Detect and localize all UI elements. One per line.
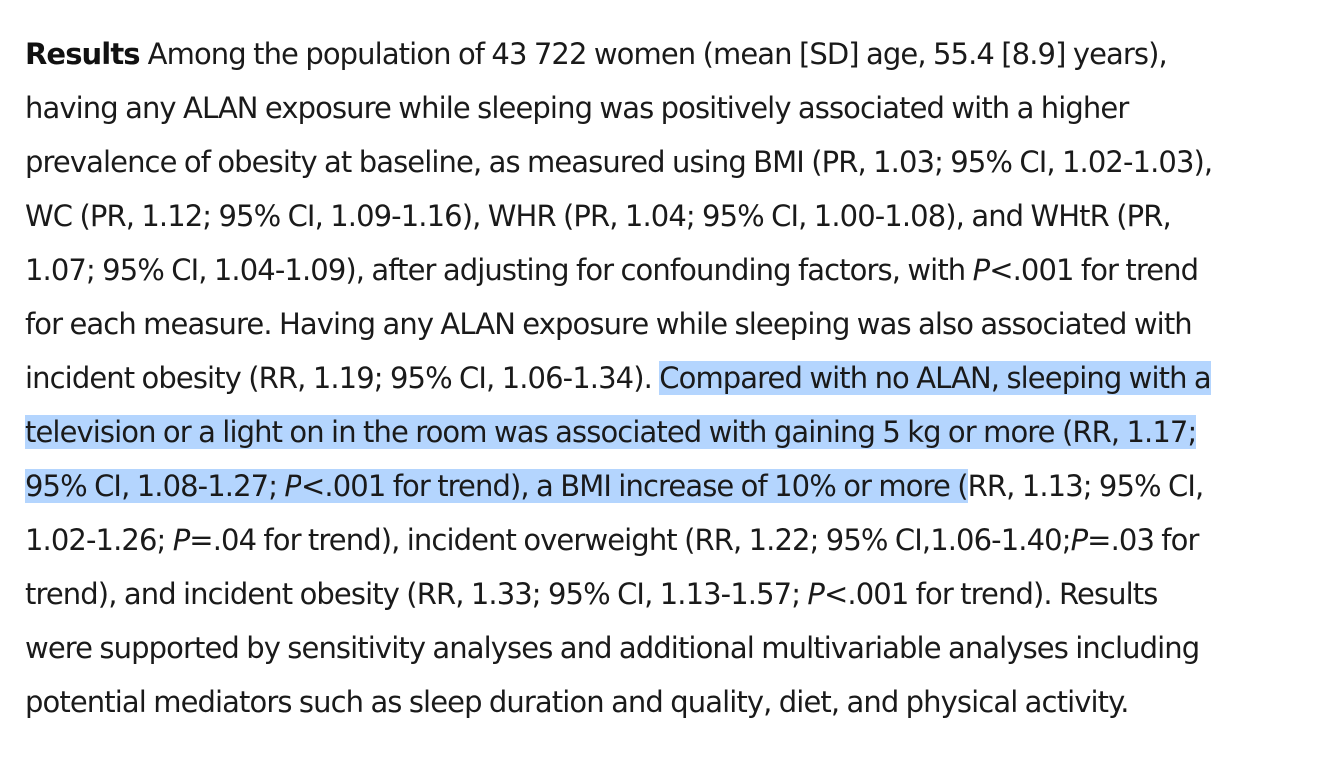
section-label: Results <box>25 37 141 71</box>
italic-p-symbol: P <box>807 577 824 611</box>
selected-text-segment: P <box>284 469 302 503</box>
selected-text-segment: television or a light on in the room was… <box>25 415 1197 449</box>
italic-p-symbol: P <box>972 253 990 287</box>
text-line: prevalence of obesity at baseline, as me… <box>25 135 1213 189</box>
text-line: 1.07; 95% CI, 1.04-1.09), after adjustin… <box>25 243 1199 297</box>
text-line: Results Among the population of 43 722 wo… <box>25 27 1168 81</box>
selected-text-segment: 95% CI, 1.08-1.27; <box>25 469 285 503</box>
text-segment: =.03 for <box>1087 523 1199 557</box>
text-line: potential mediators such as sleep durati… <box>25 675 1129 729</box>
text-segment: WC (PR, 1.12; 95% CI, 1.09-1.16), WHR (P… <box>25 199 1172 233</box>
text-line: incident obesity (RR, 1.19; 95% CI, 1.06… <box>25 351 1212 405</box>
text-segment: 1.02-1.26; <box>25 523 173 557</box>
text-segment: <.001 for trend). Results <box>824 577 1158 611</box>
text-line: were supported by sensitivity analyses a… <box>25 621 1200 675</box>
text-segment: <.001 for trend <box>989 253 1199 287</box>
italic-p-symbol: P <box>172 523 190 557</box>
text-line: television or a light on in the room was… <box>25 405 1197 459</box>
text-segment: potential mediators such as sleep durati… <box>25 685 1129 719</box>
text-segment: =.04 for trend), incident overweight (RR… <box>189 523 1071 557</box>
text-line: WC (PR, 1.12; 95% CI, 1.09-1.16), WHR (P… <box>25 189 1172 243</box>
text-segment: prevalence of obesity at baseline, as me… <box>25 145 1213 179</box>
text-segment: 1.07; 95% CI, 1.04-1.09), after adjustin… <box>25 253 973 287</box>
text-segment: having any ALAN exposure while sleeping … <box>25 91 1129 125</box>
text-segment: trend), and incident obesity (RR, 1.33; … <box>25 577 808 611</box>
selected-text-segment: <.001 for trend), a BMI increase of 10% … <box>301 469 969 503</box>
text-segment: Among the population of 43 722 women (me… <box>147 37 1168 71</box>
text-segment: were supported by sensitivity analyses a… <box>25 631 1200 665</box>
text-segment: RR, 1.13; 95% CI, <box>967 469 1205 503</box>
italic-p-symbol: P <box>1070 523 1088 557</box>
text-line: trend), and incident obesity (RR, 1.33; … <box>25 567 1158 621</box>
text-line: for each measure. Having any ALAN exposu… <box>25 297 1193 351</box>
text-line: 1.02-1.26; P=.04 for trend), incident ov… <box>25 513 1199 567</box>
text-segment: incident obesity (RR, 1.19; 95% CI, 1.06… <box>25 361 660 395</box>
text-line: having any ALAN exposure while sleeping … <box>25 81 1129 135</box>
text-segment: for each measure. Having any ALAN exposu… <box>25 307 1193 341</box>
text-line: 95% CI, 1.08-1.27; P<.001 for trend), a … <box>25 459 1205 513</box>
selected-text-segment: Compared with no ALAN, sleeping with a <box>659 361 1212 395</box>
